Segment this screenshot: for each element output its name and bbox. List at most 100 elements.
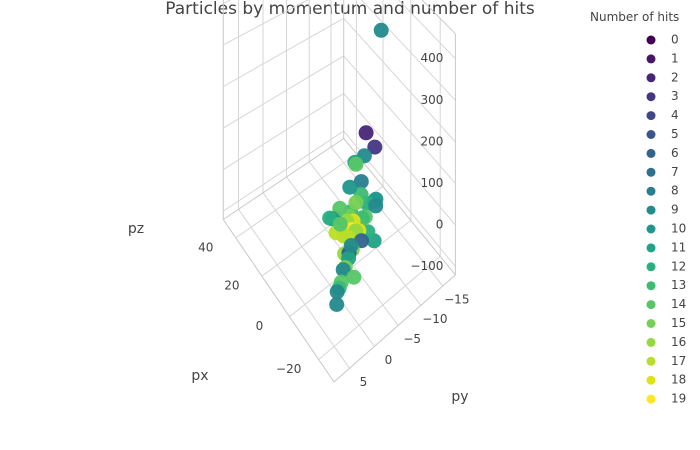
legend-item[interactable]: 12 xyxy=(646,259,687,273)
legend-item[interactable]: 3 xyxy=(646,89,679,103)
x-tick-label: 0 xyxy=(256,319,264,333)
legend-label: 4 xyxy=(671,108,679,122)
legend-item[interactable]: 1 xyxy=(646,51,679,65)
legend-label: 0 xyxy=(671,33,679,47)
legend-label: 8 xyxy=(671,184,679,198)
legend-item[interactable]: 8 xyxy=(646,184,679,198)
legend-title: Number of hits xyxy=(590,10,679,24)
legend-item[interactable]: 9 xyxy=(646,203,679,217)
data-point[interactable] xyxy=(358,125,374,141)
legend-label: 15 xyxy=(671,316,686,330)
data-point[interactable] xyxy=(332,216,348,232)
legend-item[interactable]: 18 xyxy=(646,373,687,387)
cube-edge xyxy=(222,219,335,383)
data-point[interactable] xyxy=(353,174,369,190)
legend-label: 9 xyxy=(671,203,679,217)
legend-label: 1 xyxy=(671,51,679,65)
gridline-z-wall-a xyxy=(223,55,344,129)
legend-item[interactable]: 7 xyxy=(646,165,679,179)
legend-item[interactable]: 14 xyxy=(646,297,687,311)
legend-marker xyxy=(646,375,656,385)
y-tick-label: 5 xyxy=(360,375,368,389)
legend-marker xyxy=(646,54,656,64)
legend-marker xyxy=(646,73,656,83)
z-tick-label: 300 xyxy=(420,93,443,107)
legend-marker xyxy=(646,92,656,102)
legend-label: 2 xyxy=(671,70,679,84)
data-point[interactable] xyxy=(332,200,348,216)
y-tick-label: 0 xyxy=(385,353,393,367)
gridline-z-wall-b xyxy=(343,93,456,226)
legend-marker xyxy=(646,319,656,328)
legend-marker xyxy=(646,337,656,347)
gridline-x-floor xyxy=(235,153,357,239)
z-tick-label: 200 xyxy=(420,134,443,148)
legend-marker xyxy=(646,167,656,177)
legend-label: 16 xyxy=(671,335,686,349)
z-tick-label: 100 xyxy=(420,176,443,190)
legend-label: 11 xyxy=(671,240,686,254)
points-layer[interactable] xyxy=(322,22,389,312)
legend-label: 10 xyxy=(671,222,686,236)
legend-label: 5 xyxy=(671,127,679,141)
gridline-z-wall-b xyxy=(360,0,456,101)
legend-marker xyxy=(646,130,656,139)
x-tick-label: −20 xyxy=(276,362,301,376)
legend-item[interactable]: 16 xyxy=(646,335,687,349)
y-tick-label: −10 xyxy=(422,312,447,326)
legend-label: 7 xyxy=(671,165,679,179)
data-point[interactable] xyxy=(329,297,345,312)
cube-edge xyxy=(333,274,456,383)
data-point[interactable] xyxy=(329,284,345,300)
legend-item[interactable]: 2 xyxy=(646,70,679,84)
data-point[interactable] xyxy=(335,262,351,278)
data-point[interactable] xyxy=(373,22,389,38)
chart-title: Particles by momentum and number of hits xyxy=(165,0,535,19)
legend-label: 14 xyxy=(671,297,686,311)
data-point[interactable] xyxy=(343,238,359,253)
data-point[interactable] xyxy=(342,179,358,195)
legend-marker xyxy=(646,205,656,215)
legend-item[interactable]: 0 xyxy=(646,33,679,47)
legend-marker xyxy=(646,356,656,366)
legend-item[interactable]: 15 xyxy=(646,316,687,330)
data-point[interactable] xyxy=(346,269,362,285)
legend-item[interactable]: 13 xyxy=(646,278,687,292)
legend-label: 18 xyxy=(671,373,686,387)
gridline-z-wall-a xyxy=(223,92,344,171)
data-point[interactable] xyxy=(368,198,384,214)
y-tick-label: −5 xyxy=(403,332,421,346)
gridline-z-wall-a xyxy=(223,17,344,87)
legend-marker xyxy=(646,262,656,272)
legend-marker xyxy=(646,111,656,121)
legend-item[interactable]: 10 xyxy=(646,222,687,236)
cube-edge xyxy=(223,138,344,220)
legend-item[interactable]: 4 xyxy=(646,108,679,122)
legend-marker xyxy=(646,281,656,291)
legend-item[interactable]: 19 xyxy=(646,392,687,406)
legend-marker xyxy=(646,300,656,310)
gridline-y-floor xyxy=(330,146,444,287)
legend-item[interactable]: 5 xyxy=(646,127,679,141)
gridline-z-wall-b xyxy=(343,17,456,143)
data-point[interactable] xyxy=(367,139,383,155)
legend-label: 12 xyxy=(671,259,686,273)
z-tick-label: 0 xyxy=(436,218,444,232)
z-axis-title: pz xyxy=(128,221,144,237)
data-point[interactable] xyxy=(348,195,364,211)
gridline-z-wall-a xyxy=(223,0,309,46)
gridline-z-wall-b xyxy=(343,55,456,184)
legend-item[interactable]: 17 xyxy=(646,354,687,368)
legend[interactable]: Number of hits 0123456789101112131415161… xyxy=(590,10,686,406)
legend-item[interactable]: 6 xyxy=(646,146,679,160)
x-axis-title: px xyxy=(191,368,208,384)
legend-marker xyxy=(646,243,656,253)
cube-edge xyxy=(421,0,456,35)
legend-label: 3 xyxy=(671,89,679,103)
data-point[interactable] xyxy=(348,156,364,172)
legend-item[interactable]: 11 xyxy=(646,240,687,254)
x-tick-label: 20 xyxy=(224,279,239,293)
